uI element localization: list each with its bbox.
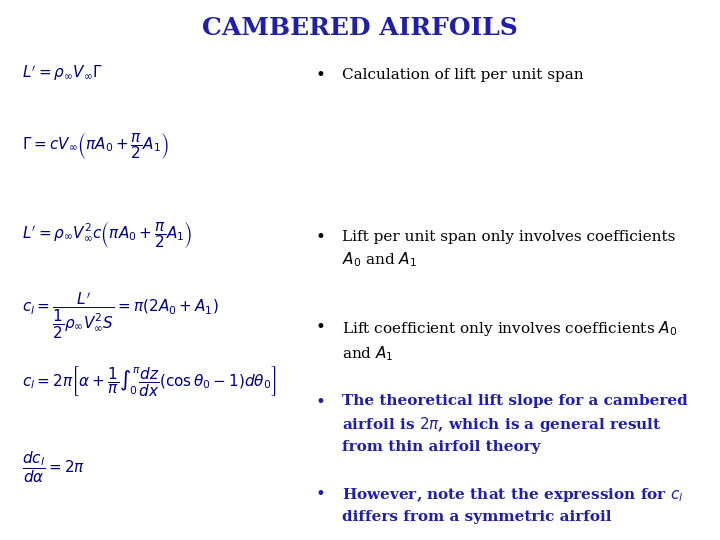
Text: Lift per unit span only involves coefficients
$A_0$ and $A_1$: Lift per unit span only involves coeffic… [342,230,675,269]
Text: The theoretical lift slope for a cambered
airfoil is $2\pi$, which is a general : The theoretical lift slope for a cambere… [342,394,688,454]
Text: •: • [315,486,325,503]
Text: •: • [315,68,325,84]
Text: •: • [315,319,325,335]
Text: •: • [315,394,325,411]
Text: However, note that the expression for $c_l$
differs from a symmetric airfoil: However, note that the expression for $c… [342,486,683,523]
Text: $L' = \rho_\infty V_\infty^2 c \left( \pi A_0 + \dfrac{\pi}{2} A_1 \right)$: $L' = \rho_\infty V_\infty^2 c \left( \p… [22,220,192,250]
Text: $L' = \rho_\infty V_\infty \Gamma$: $L' = \rho_\infty V_\infty \Gamma$ [22,63,102,83]
Text: $c_l = \dfrac{L'}{\dfrac{1}{2}\rho_\infty V_\infty^2 S} = \pi(2A_0 + A_1)$: $c_l = \dfrac{L'}{\dfrac{1}{2}\rho_\inft… [22,291,218,341]
Text: $\dfrac{dc_l}{d\alpha} = 2\pi$: $\dfrac{dc_l}{d\alpha} = 2\pi$ [22,449,85,485]
Text: •: • [315,230,325,246]
Text: Lift coefficient only involves coefficients $A_0$
and $A_1$: Lift coefficient only involves coefficie… [342,319,678,363]
Text: $c_l = 2\pi \left[ \alpha + \dfrac{1}{\pi} \int_0^{\pi} \dfrac{dz}{dx}(\cos\thet: $c_l = 2\pi \left[ \alpha + \dfrac{1}{\p… [22,364,276,397]
Text: Calculation of lift per unit span: Calculation of lift per unit span [342,68,584,82]
Text: $\Gamma = c V_\infty \left( \pi A_0 + \dfrac{\pi}{2} A_1 \right)$: $\Gamma = c V_\infty \left( \pi A_0 + \d… [22,131,168,161]
Text: CAMBERED AIRFOILS: CAMBERED AIRFOILS [202,16,518,40]
